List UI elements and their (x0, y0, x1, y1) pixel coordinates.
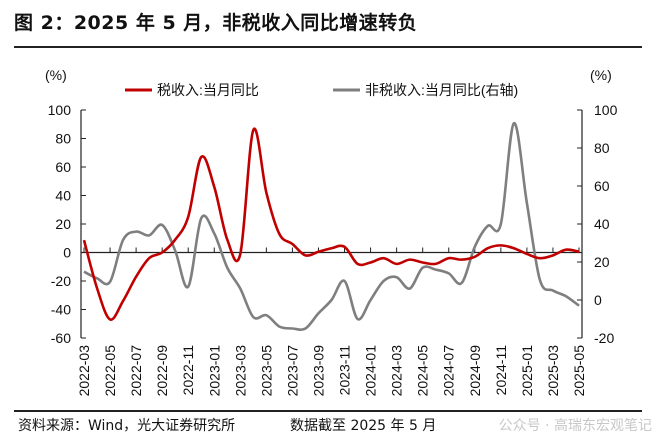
title-rule (14, 46, 642, 48)
footer-rule (14, 410, 642, 412)
series-line-tax (82, 127, 580, 321)
legend-label-nontax: 非税收入:当月同比(右轴) (365, 82, 518, 98)
left-tick-label: -20 (51, 273, 71, 289)
left-tick-label: 100 (48, 102, 72, 118)
left-tick-label: 80 (55, 131, 71, 147)
x-tick-label: 2025-01 (519, 345, 535, 397)
x-tick-label: 2022-07 (128, 345, 144, 397)
x-tick-label: 2023-01 (206, 345, 222, 397)
date-note: 数据截至 2025 年 5 月 (290, 418, 437, 434)
left-tick-label: 40 (55, 188, 71, 204)
right-tick-label: 60 (594, 178, 610, 194)
right-tick-label: -20 (594, 330, 614, 346)
left-tick-label: 60 (55, 159, 71, 175)
x-tick-label: 2025-05 (571, 345, 587, 397)
chart: (%) (%) 税收入:当月同比 非税收入:当月同比(右轴) 100 80 60 40… (45, 67, 618, 397)
x-tick-label: 2023-11 (337, 345, 353, 396)
right-tick-label: 80 (594, 140, 610, 156)
legend-label-tax: 税收入:当月同比 (157, 82, 259, 98)
x-tick-label: 2024-11 (493, 345, 509, 396)
left-tick-label: 20 (55, 216, 71, 232)
x-tick-label: 2023-05 (258, 345, 274, 397)
x-tick-label: 2024-09 (467, 345, 483, 397)
watermark: 公众号 · 高瑞东宏观笔记 (498, 418, 652, 434)
x-tick-label: 2023-03 (232, 345, 248, 397)
left-axis-unit: (%) (45, 67, 67, 83)
left-tick-label: -60 (51, 330, 71, 346)
x-tick-label: 2024-07 (441, 345, 457, 397)
source-note: 资料来源：Wind，光大证券研究所 (18, 418, 236, 434)
legend: 税收入:当月同比 非税收入:当月同比(右轴) (125, 82, 518, 98)
x-tick-label: 2024-01 (363, 345, 379, 397)
series-line-nontax (83, 121, 580, 331)
x-tick-label: 2024-05 (415, 345, 431, 397)
x-tick-label: 2022-05 (102, 345, 118, 397)
right-tick-label: 20 (594, 254, 610, 270)
left-tick-label: 0 (63, 245, 71, 261)
x-tick-label: 2023-09 (310, 345, 326, 397)
x-tick-label: 2023-07 (284, 345, 300, 397)
x-tick-label: 2024-03 (389, 345, 405, 397)
right-tick-label: 100 (594, 102, 618, 118)
right-tick-label: 40 (594, 216, 610, 232)
right-axis-unit: (%) (590, 67, 612, 83)
left-tick-label: -40 (51, 302, 71, 318)
right-tick-label: 0 (594, 292, 602, 308)
x-tick-label: 2022-11 (180, 345, 196, 396)
x-tick-label: 2022-09 (154, 345, 170, 397)
figure-title: 图 2：2025 年 5 月，非税收入同比增速转负 (14, 12, 418, 34)
x-tick-label: 2022-03 (76, 345, 92, 397)
x-tick-label: 2025-03 (545, 345, 561, 397)
